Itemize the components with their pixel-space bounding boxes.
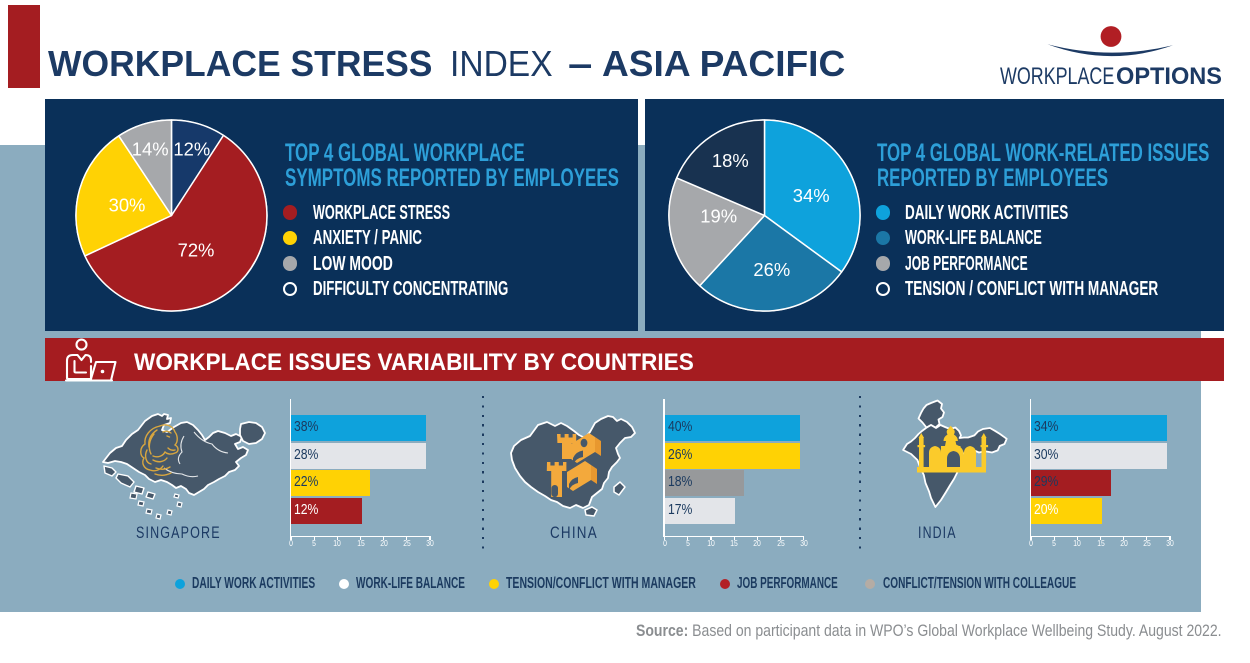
svg-text:72%: 72% [178,240,215,261]
svg-text:14%: 14% [132,139,169,160]
svg-text:18%: 18% [712,150,749,171]
svg-text:30%: 30% [109,195,146,216]
svg-text:26%: 26% [753,259,790,280]
svg-text:12%: 12% [173,139,210,160]
svg-text:34%: 34% [793,185,830,206]
svg-text:19%: 19% [700,206,737,227]
